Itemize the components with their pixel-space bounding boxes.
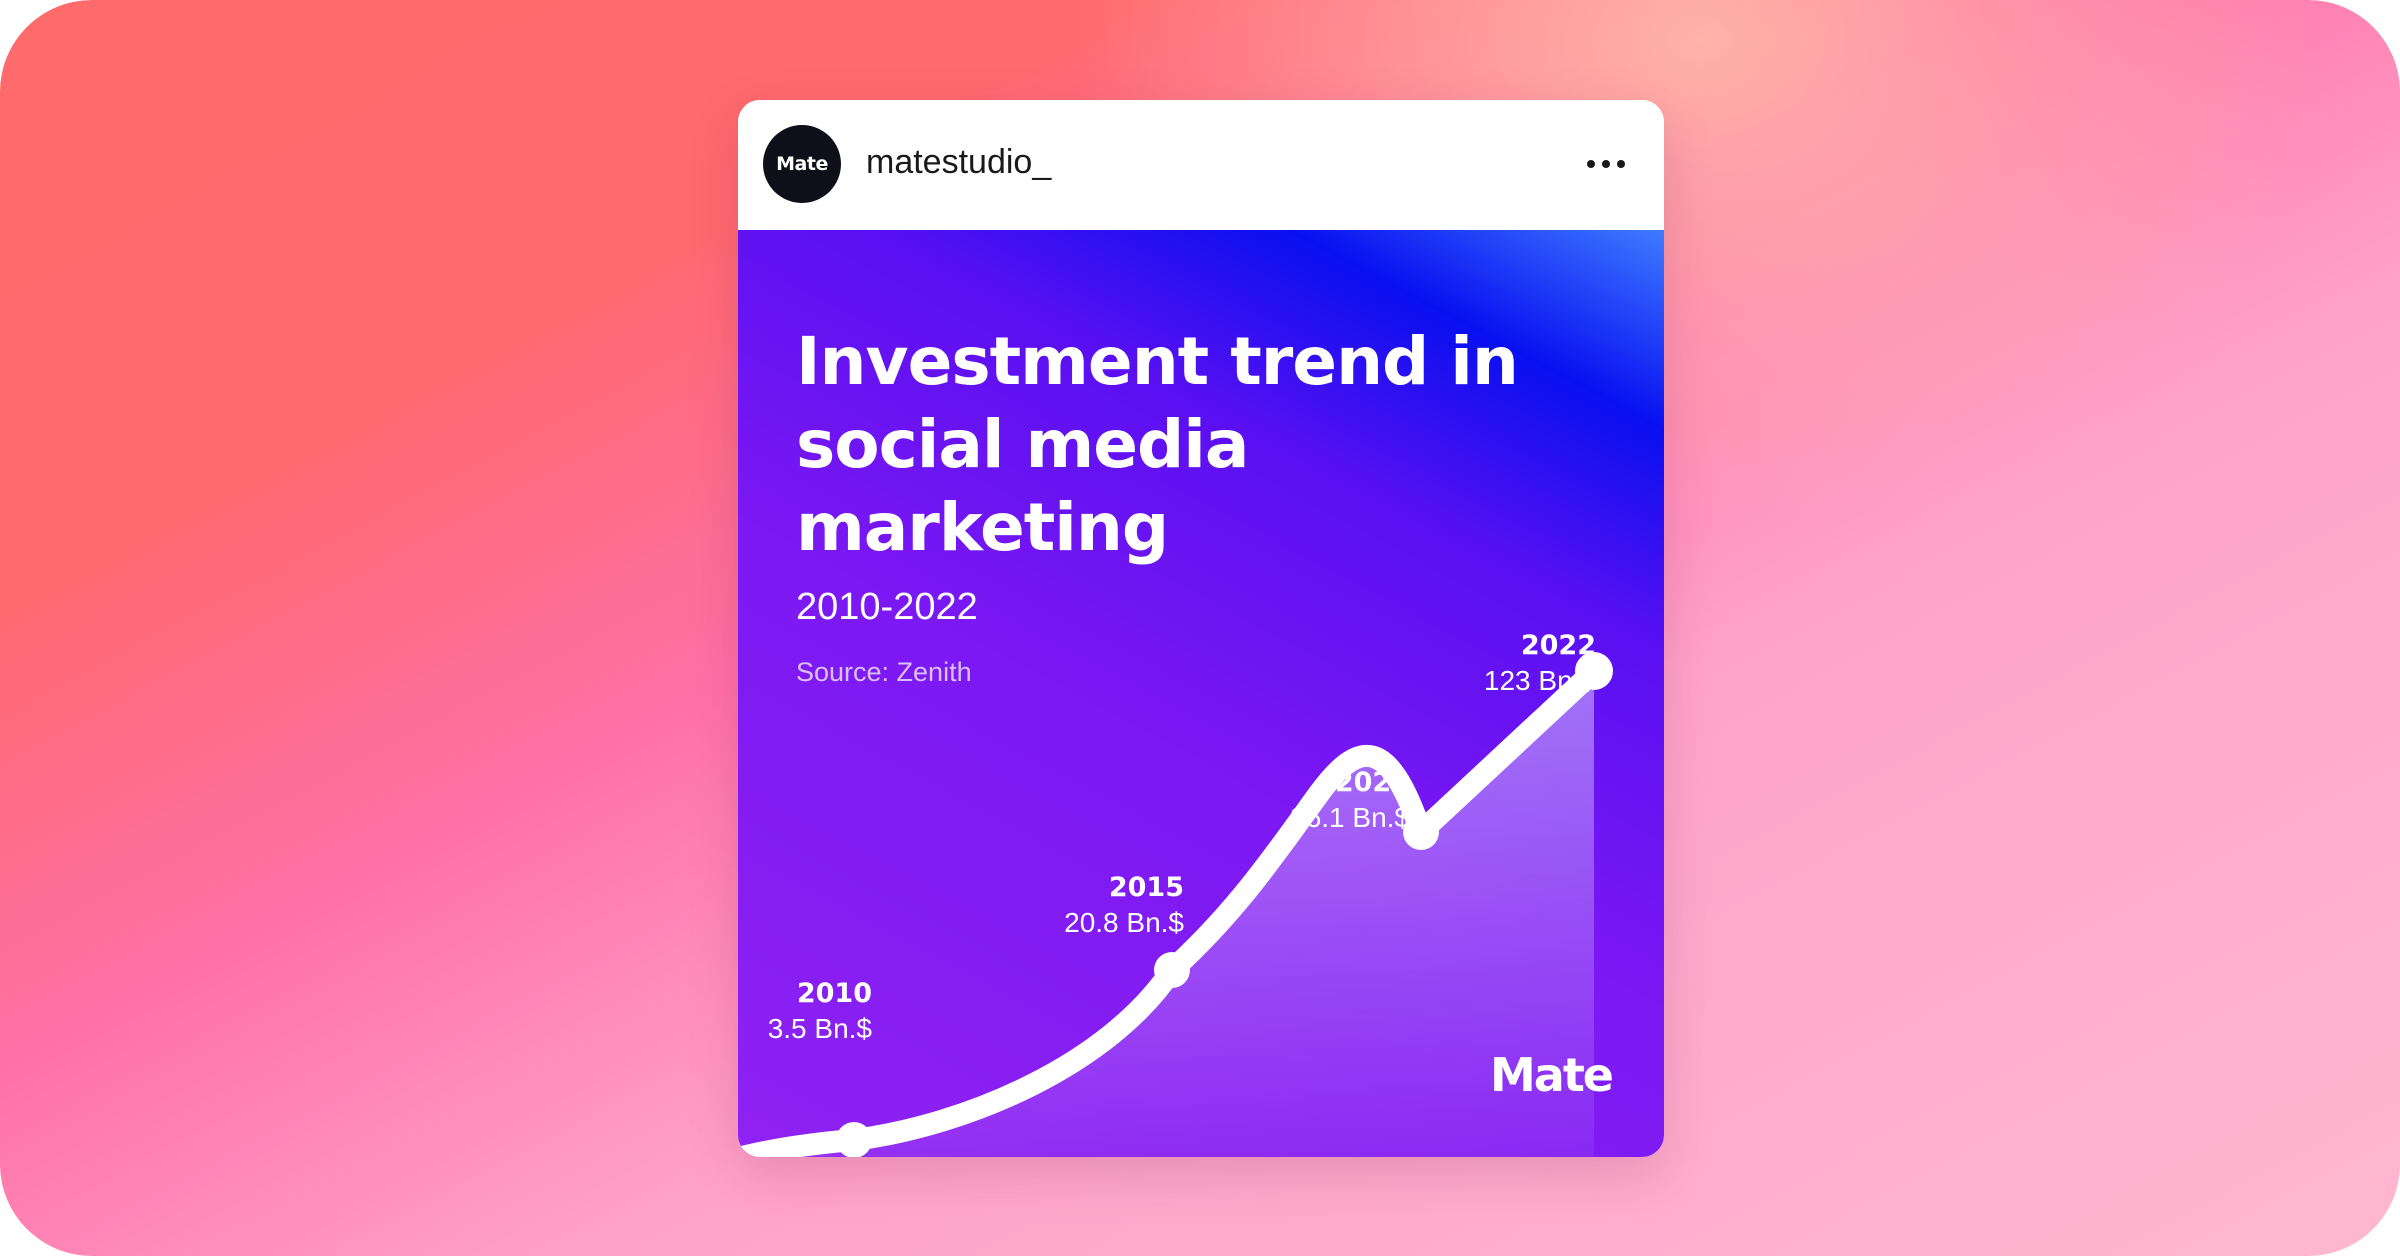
avatar[interactable]: Mate <box>763 125 841 203</box>
chart-area-fill <box>738 671 1594 1157</box>
ellipsis-dot <box>1617 160 1625 168</box>
brand-logo: Mate <box>1490 1048 1614 1102</box>
more-options-button[interactable] <box>1578 144 1634 184</box>
chart-value-label: 96.1 Bn.$ <box>1290 802 1410 833</box>
chart-value-label: 3.5 Bn.$ <box>768 1013 873 1044</box>
chart-subtitle: 2010-2022 <box>796 586 978 628</box>
chart-year-label: 2010 <box>797 978 872 1009</box>
chart-point-2022 <box>1575 652 1613 690</box>
ellipsis-horizontal-icon <box>1587 160 1595 168</box>
chart-point-2015 <box>1154 952 1190 988</box>
chart-value-label: 123 Bn.$ <box>1484 665 1597 696</box>
chart-year-label: 2015 <box>1109 872 1184 903</box>
post-username[interactable]: matestudio_ <box>866 143 1052 181</box>
social-post-card: Mate matestudio_ Investment trend in soc… <box>738 100 1664 1157</box>
chart-point-2020 <box>1403 814 1439 850</box>
chart-title: Investment trend in social media marketi… <box>796 323 1519 566</box>
post-header: Mate matestudio_ <box>738 100 1664 230</box>
chart-year-label: 2022 <box>1521 630 1596 661</box>
chart-year-label: 2020 <box>1335 767 1410 798</box>
ellipsis-dot <box>1602 160 1610 168</box>
chart-source: Source: Zenith <box>796 657 972 687</box>
post-image[interactable]: Investment trend in social media marketi… <box>738 230 1664 1157</box>
chart-value-label: 20.8 Bn.$ <box>1064 907 1184 938</box>
chart-point-2010 <box>836 1122 872 1157</box>
chart-area: 2010 3.5 Bn.$ 2015 20.8 Bn.$ 2020 96.1 Bn.$ 20… <box>738 630 1613 1157</box>
